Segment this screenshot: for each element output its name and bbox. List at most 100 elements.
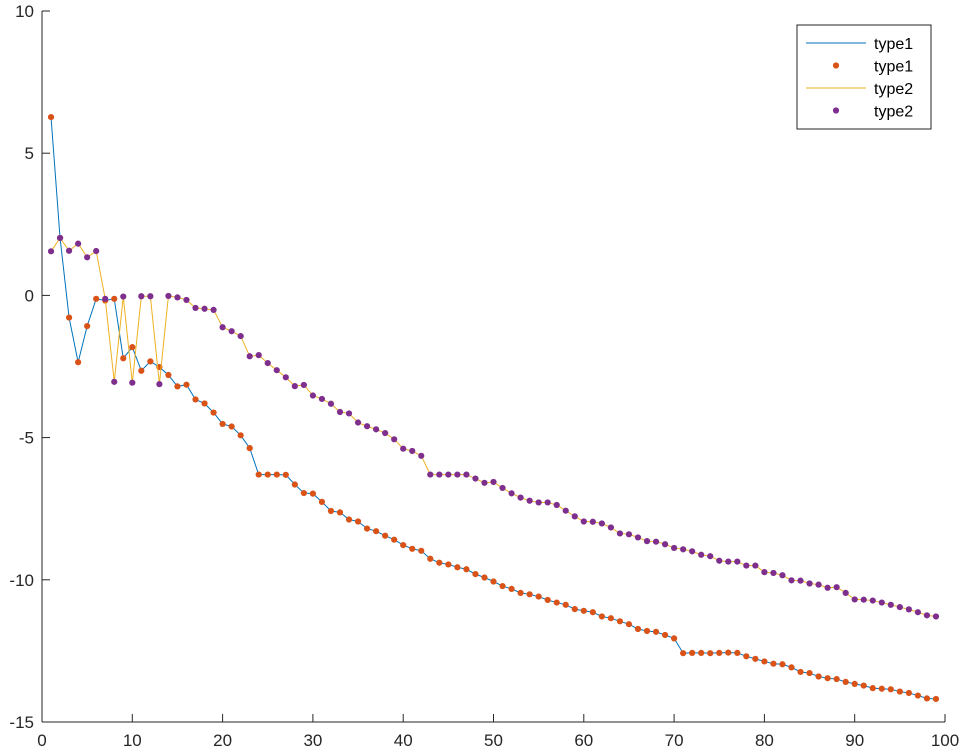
- data-point-type2: [147, 293, 154, 300]
- legend-label: type2: [874, 81, 913, 98]
- data-point-type2: [661, 541, 669, 548]
- data-point-type1: [932, 695, 940, 703]
- data-point-type1: [490, 578, 497, 585]
- x-tick-label: 90: [845, 731, 864, 750]
- data-point-type1: [707, 650, 714, 657]
- data-point-type2: [860, 596, 867, 603]
- data-point-type1: [84, 323, 91, 330]
- data-point-type2: [671, 544, 678, 552]
- data-point-type2: [84, 254, 91, 261]
- data-point-type1: [445, 561, 452, 568]
- legend-marker-swatch: [832, 107, 840, 114]
- data-point-type1: [851, 680, 858, 687]
- x-tick-label: 20: [213, 731, 232, 750]
- x-tick-label: 40: [394, 731, 413, 750]
- data-point-type2: [743, 562, 750, 569]
- data-point-type2: [228, 328, 235, 335]
- data-point-type2: [409, 447, 416, 455]
- data-point-type1: [481, 574, 488, 581]
- data-point-type1: [65, 314, 73, 321]
- data-point-type1: [716, 649, 723, 656]
- data-point-type2: [120, 293, 127, 300]
- data-point-type1: [192, 396, 199, 403]
- data-point-type1: [598, 613, 605, 620]
- data-point-type2: [56, 234, 64, 242]
- data-point-type1: [291, 481, 298, 488]
- data-point-type1: [824, 675, 831, 682]
- data-point-type2: [183, 296, 190, 304]
- data-point-type1: [219, 420, 226, 428]
- data-point-type2: [201, 305, 208, 312]
- data-point-type2: [887, 601, 894, 608]
- data-point-type1: [526, 591, 533, 598]
- data-point-type1: [923, 695, 931, 702]
- data-point-type2: [517, 494, 524, 501]
- data-point-type2: [192, 304, 199, 312]
- data-point-type2: [905, 606, 912, 613]
- y-tick-label: -15: [9, 713, 34, 732]
- data-point-type2: [336, 408, 344, 416]
- data-point-type1: [896, 688, 903, 695]
- data-point-type2: [842, 589, 849, 596]
- data-point-type1: [761, 658, 768, 665]
- data-point-type2: [914, 609, 922, 616]
- data-point-type2: [761, 569, 768, 576]
- data-point-type1: [354, 518, 362, 525]
- data-point-type1: [878, 685, 885, 692]
- y-ticks: -15 -10 -5 0 5 10: [9, 2, 50, 732]
- data-point-type1: [264, 471, 271, 478]
- data-point-type1: [499, 582, 506, 590]
- data-point-type2: [138, 293, 145, 300]
- data-point-type2: [824, 584, 831, 591]
- data-point-type2: [923, 612, 931, 619]
- data-point-type2: [788, 577, 795, 584]
- data-point-type1: [770, 660, 777, 667]
- data-point-type1: [336, 509, 344, 516]
- x-tick-label: 70: [665, 731, 684, 750]
- data-point-type1: [508, 585, 515, 593]
- data-point-type2: [427, 471, 434, 478]
- data-point-type1: [345, 516, 353, 523]
- data-point-type1: [517, 589, 524, 596]
- data-point-type2: [237, 332, 244, 340]
- x-tick-label: 10: [123, 731, 142, 750]
- data-point-type1: [914, 692, 922, 699]
- data-point-type1: [905, 689, 912, 697]
- data-point-type2: [544, 499, 551, 506]
- legend-label: type1: [874, 59, 913, 76]
- data-point-type1: [725, 649, 732, 656]
- data-point-type2: [490, 478, 497, 486]
- data-point-type1: [201, 400, 208, 407]
- data-point-type2: [391, 436, 398, 443]
- data-point-type2: [219, 324, 226, 331]
- data-point-type2: [734, 558, 741, 565]
- legend: type1 type1 type2 type2: [796, 24, 932, 130]
- data-point-type1: [147, 358, 154, 365]
- data-point-type2: [318, 395, 326, 403]
- x-tick-label: 30: [303, 731, 322, 750]
- data-point-type2: [327, 400, 335, 407]
- legend-label: type2: [874, 104, 913, 121]
- data-point-type1: [300, 489, 307, 497]
- data-point-type2: [526, 497, 533, 504]
- data-point-type1: [472, 571, 479, 578]
- data-point-type2: [400, 445, 407, 452]
- data-point-type2: [47, 248, 55, 255]
- data-point-type2: [418, 452, 425, 459]
- x-tick-label: 80: [755, 731, 774, 750]
- legend-marker-swatch: [832, 62, 840, 69]
- data-point-type1: [120, 355, 127, 362]
- data-point-type2: [354, 419, 362, 426]
- data-point-type1: [436, 559, 443, 566]
- data-point-type2: [698, 551, 705, 558]
- data-point-type1: [391, 536, 398, 543]
- data-point-type1: [869, 685, 876, 692]
- y-tick-label: 10: [15, 2, 34, 21]
- data-point-type1: [860, 682, 867, 689]
- data-point-type2: [878, 599, 885, 606]
- data-point-type2: [291, 383, 298, 390]
- data-point-type1: [652, 628, 660, 635]
- data-point-type2: [589, 518, 596, 525]
- data-point-type1: [183, 381, 190, 388]
- data-point-type2: [93, 247, 100, 255]
